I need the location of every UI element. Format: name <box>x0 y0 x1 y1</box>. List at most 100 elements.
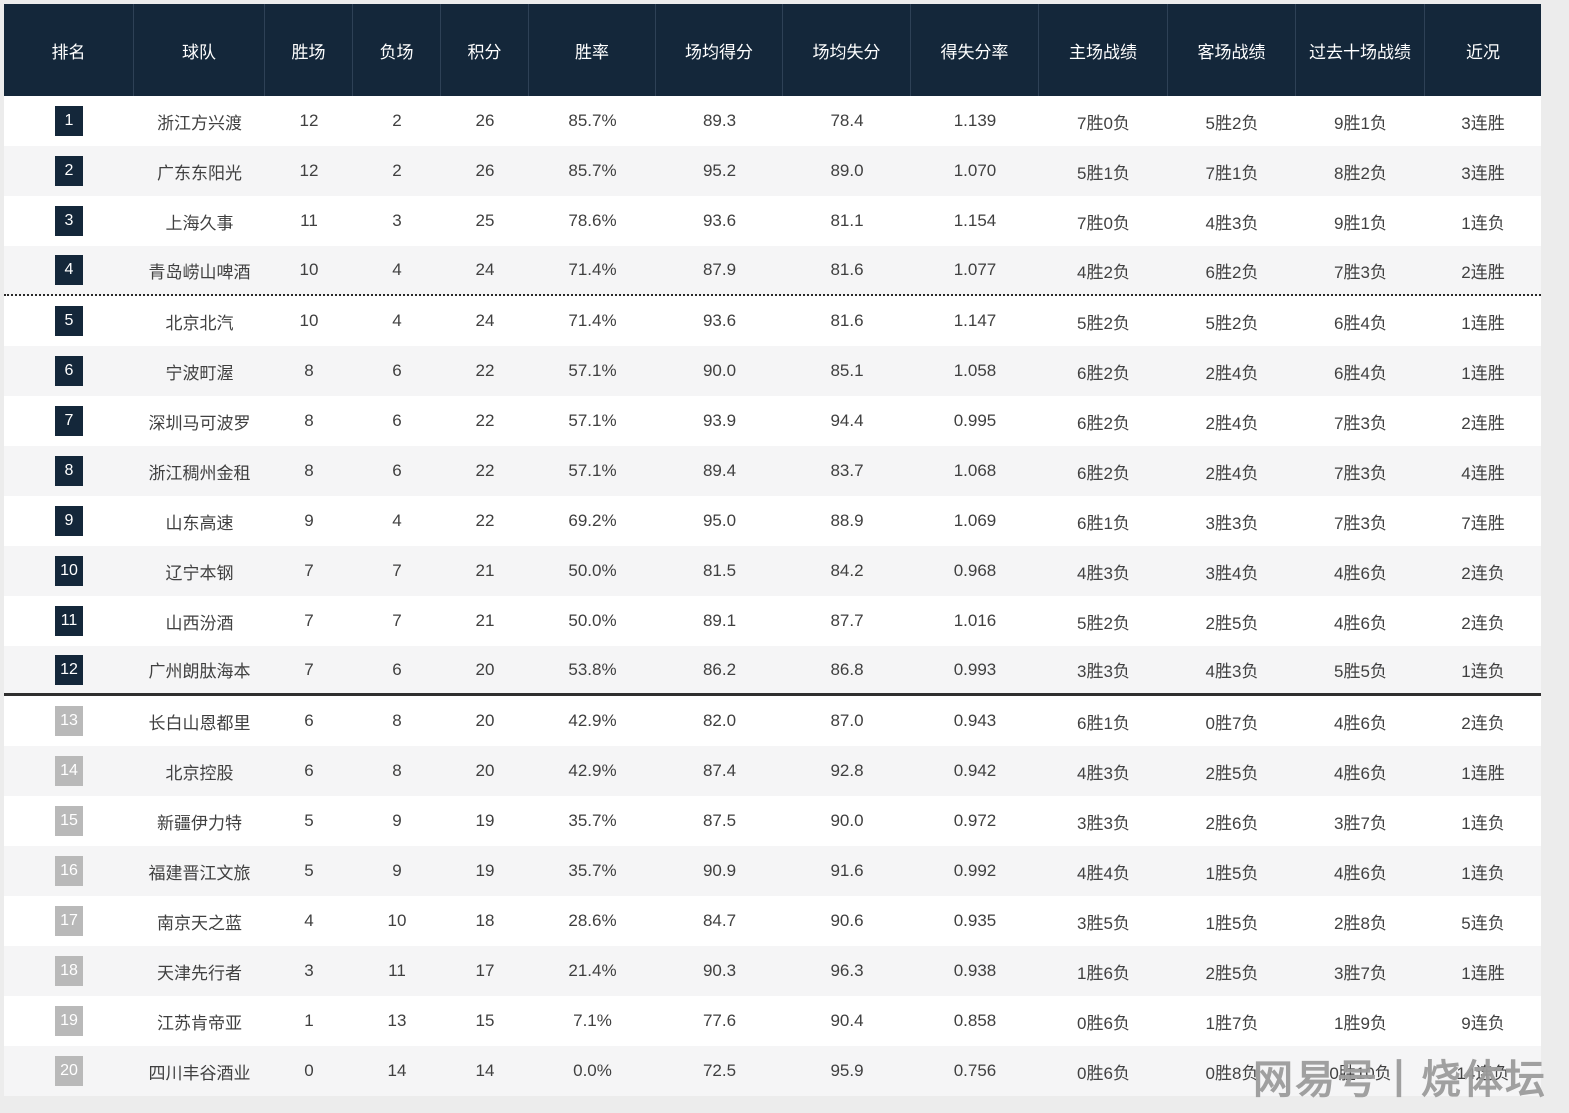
rank-badge: 4 <box>55 255 83 285</box>
avg-points-for: 81.5 <box>702 561 737 580</box>
rank-badge: 17 <box>55 906 83 936</box>
home-record: 7胜0负 <box>1077 213 1130 233</box>
last10-record: 2胜8负 <box>1334 913 1387 933</box>
losses: 6 <box>392 361 402 380</box>
table-row: 20 四川丰谷酒业 0 14 14 0.0% 72.5 95.9 0.756 0胜6负 0胜8负 0胜… <box>4 1046 1541 1096</box>
losses: 4 <box>392 260 402 279</box>
avg-points-for: 95.0 <box>702 511 737 530</box>
away-record: 5胜2负 <box>1205 113 1259 133</box>
recent-form: 1连胜 <box>1461 363 1505 383</box>
win-rate: 71.4% <box>568 260 617 279</box>
home-record: 0胜6负 <box>1077 1013 1130 1033</box>
last10-record: 7胜3负 <box>1334 463 1387 483</box>
wins: 10 <box>299 311 319 330</box>
last10-record: 8胜2负 <box>1334 163 1387 183</box>
avg-points-against: 78.4 <box>830 111 864 130</box>
recent-form: 3连胜 <box>1461 163 1505 183</box>
rank-badge: 2 <box>55 156 83 186</box>
home-record: 4胜4负 <box>1077 863 1130 883</box>
home-record: 6胜2负 <box>1077 363 1130 383</box>
losses: 7 <box>392 611 402 630</box>
team-name: 浙江方兴渡 <box>157 113 242 133</box>
table-row: 16 福建晋江文旅 5 9 19 35.7% 90.9 91.6 0.992 4胜4负 1胜5负 4胜… <box>4 846 1541 896</box>
home-record: 3胜3负 <box>1077 662 1130 681</box>
away-record: 5胜2负 <box>1205 313 1259 333</box>
points-ratio: 0.972 <box>953 811 997 830</box>
rank-badge: 9 <box>55 506 83 536</box>
avg-points-for: 90.3 <box>702 961 737 980</box>
win-rate: 71.4% <box>568 311 617 330</box>
rank-cell: 9 <box>4 496 134 546</box>
losses: 10 <box>387 911 407 930</box>
win-rate: 85.7% <box>568 161 617 180</box>
column-header: 得失分率 <box>911 4 1039 96</box>
recent-form: 1连负 <box>1461 863 1505 883</box>
last10-record: 7胜3负 <box>1334 262 1387 282</box>
recent-form: 1连负 <box>1461 662 1505 681</box>
points-ratio: 1.068 <box>953 461 997 480</box>
points: 22 <box>475 361 495 380</box>
rank-badge: 15 <box>55 806 83 836</box>
away-record: 2胜6负 <box>1205 813 1259 833</box>
away-record: 2胜4负 <box>1205 363 1259 383</box>
away-record: 1胜5负 <box>1205 863 1259 883</box>
wins: 5 <box>304 861 314 880</box>
avg-points-for: 93.9 <box>702 411 737 430</box>
table-row: 6 宁波町渥 8 6 22 57.1% 90.0 85.1 1.058 6胜2负 2胜4负 6胜4负 1… <box>4 346 1541 396</box>
win-rate: 53.8% <box>568 659 617 679</box>
recent-form: 3连胜 <box>1461 113 1505 133</box>
wins: 8 <box>304 461 314 480</box>
win-rate: 28.6% <box>568 911 617 930</box>
avg-points-for: 93.6 <box>702 211 737 230</box>
avg-points-against: 90.0 <box>830 811 864 830</box>
losses: 6 <box>392 461 402 480</box>
watermark: 网易号丨烧体坛 <box>1253 1058 1547 1102</box>
away-record: 7胜1负 <box>1205 163 1259 183</box>
table-row: 11 山西汾酒 7 7 21 50.0% 89.1 87.7 1.016 5胜2负 2胜5负 4胜6负… <box>4 596 1541 646</box>
win-rate: 35.7% <box>568 811 617 830</box>
avg-points-for: 90.9 <box>702 861 737 880</box>
last10-record: 4胜6负 <box>1334 863 1387 883</box>
avg-points-for: 87.4 <box>702 761 737 780</box>
away-record: 6胜2负 <box>1205 262 1259 282</box>
wins: 7 <box>304 611 314 630</box>
away-record: 0胜7负 <box>1205 713 1259 733</box>
table-row: 19 江苏肯帝亚 1 13 15 7.1% 77.6 90.4 0.858 0胜6负 1胜7负 1胜9… <box>4 996 1541 1046</box>
home-record: 1胜6负 <box>1077 963 1130 983</box>
wins: 5 <box>304 811 314 830</box>
points: 19 <box>475 861 495 880</box>
column-header: 主场战绩 <box>1039 4 1168 96</box>
losses: 2 <box>392 161 402 180</box>
recent-form: 1连胜 <box>1461 763 1505 783</box>
avg-points-for: 84.7 <box>702 911 737 930</box>
recent-form: 1连胜 <box>1461 963 1505 983</box>
avg-points-against: 96.3 <box>830 961 864 980</box>
rank-cell: 17 <box>4 896 134 946</box>
avg-points-against: 83.7 <box>830 461 864 480</box>
points-ratio: 1.077 <box>953 260 997 279</box>
rank-badge: 8 <box>55 456 83 486</box>
points: 22 <box>475 461 495 480</box>
rank-badge: 12 <box>55 654 83 685</box>
team-name: 北京控股 <box>165 763 234 783</box>
win-rate: 57.1% <box>568 361 617 380</box>
points: 15 <box>475 1011 495 1030</box>
team-name: 福建晋江文旅 <box>148 863 251 883</box>
avg-points-against: 86.8 <box>830 659 864 679</box>
away-record: 2胜5负 <box>1205 613 1259 633</box>
win-rate: 57.1% <box>568 461 617 480</box>
rank-badge: 11 <box>55 606 83 636</box>
away-record: 3胜3负 <box>1205 513 1259 533</box>
home-record: 6胜2负 <box>1077 463 1130 483</box>
points-ratio: 1.147 <box>953 311 997 330</box>
away-record: 2胜4负 <box>1205 413 1259 433</box>
home-record: 0胜6负 <box>1077 1063 1130 1083</box>
wins: 8 <box>304 361 314 380</box>
team-name: 山西汾酒 <box>165 613 234 633</box>
rank-cell: 12 <box>4 646 134 693</box>
points: 21 <box>475 611 495 630</box>
recent-form: 2连胜 <box>1461 262 1505 282</box>
team-name: 浙江稠州金租 <box>148 463 251 483</box>
rank-cell: 11 <box>4 596 134 646</box>
losses: 6 <box>392 659 402 679</box>
